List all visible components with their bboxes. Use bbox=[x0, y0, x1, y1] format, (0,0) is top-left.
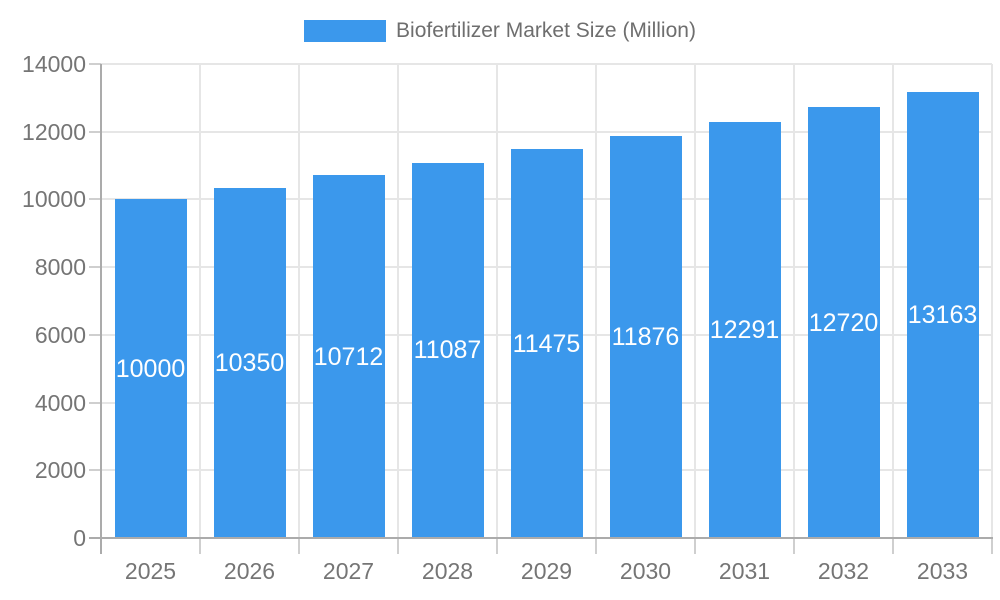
bar-2029[interactable] bbox=[510, 149, 583, 538]
y-axis-tick-label: 2000 bbox=[34, 457, 86, 484]
x-axis-tick bbox=[793, 538, 795, 554]
bar-2032[interactable] bbox=[807, 107, 880, 538]
gridline-vertical bbox=[298, 64, 300, 538]
bar-value-label: 12291 bbox=[709, 315, 780, 344]
legend-swatch-icon bbox=[304, 20, 387, 42]
legend-item[interactable]: Biofertilizer Market Size (Million) bbox=[304, 19, 696, 43]
gridline-vertical bbox=[694, 64, 696, 538]
bar-2031[interactable] bbox=[708, 121, 781, 538]
gridline-vertical bbox=[496, 64, 498, 538]
y-axis-tick-label: 8000 bbox=[34, 254, 86, 281]
bar-2028[interactable] bbox=[411, 162, 484, 538]
bar-value-label: 11876 bbox=[611, 322, 680, 351]
bar-value-label: 13163 bbox=[907, 301, 978, 330]
x-axis-tick bbox=[298, 538, 300, 554]
x-axis-tick-label: 2029 bbox=[520, 558, 573, 584]
bar-2025[interactable] bbox=[114, 199, 187, 538]
x-axis-tick-label: 2028 bbox=[421, 558, 474, 584]
gridline-horizontal bbox=[101, 63, 992, 65]
bar-value-label: 11087 bbox=[413, 336, 482, 365]
y-axis-tick bbox=[89, 198, 101, 201]
x-axis-tick bbox=[496, 538, 498, 554]
bar-value-label: 10000 bbox=[115, 354, 186, 383]
gridline-vertical bbox=[892, 64, 894, 538]
x-axis-tick-label: 2033 bbox=[916, 558, 969, 584]
gridline-vertical bbox=[397, 64, 399, 538]
gridline-horizontal bbox=[101, 130, 992, 133]
bar-2026[interactable] bbox=[213, 187, 286, 538]
y-axis-tick bbox=[89, 63, 101, 65]
bar-value-label: 12720 bbox=[808, 308, 879, 337]
y-axis-tick bbox=[89, 469, 101, 472]
gridline-vertical bbox=[793, 64, 795, 538]
x-axis-tick bbox=[892, 538, 894, 554]
x-axis-tick-label: 2030 bbox=[619, 558, 672, 584]
y-axis-tick-label: 4000 bbox=[34, 389, 86, 416]
bar-value-label: 11475 bbox=[512, 329, 581, 358]
bar-2030[interactable] bbox=[609, 135, 682, 538]
x-axis-tick-label: 2031 bbox=[718, 558, 771, 584]
y-axis-tick-label: 0 bbox=[73, 525, 86, 551]
bar-value-label: 10350 bbox=[214, 348, 285, 377]
bar-2033[interactable] bbox=[906, 92, 979, 538]
y-axis-tick-label: 10000 bbox=[22, 186, 86, 213]
x-axis-tick-label: 2026 bbox=[223, 558, 276, 584]
y-axis-line bbox=[100, 64, 102, 554]
x-axis-baseline bbox=[100, 537, 993, 539]
x-axis-tick-label: 2025 bbox=[124, 558, 177, 584]
gridline-vertical bbox=[991, 64, 993, 538]
x-axis-tick bbox=[199, 538, 201, 554]
y-axis-tick-label: 6000 bbox=[34, 321, 86, 348]
x-axis-tick-label: 2032 bbox=[817, 558, 870, 584]
x-axis-tick bbox=[397, 538, 399, 554]
legend-label: Biofertilizer Market Size (Million) bbox=[396, 19, 696, 42]
y-axis-tick bbox=[89, 333, 101, 336]
x-axis-tick bbox=[991, 538, 993, 554]
bar-value-label: 10712 bbox=[313, 342, 384, 371]
y-axis-tick bbox=[89, 266, 101, 269]
bar-2027[interactable] bbox=[312, 175, 385, 538]
x-axis-tick bbox=[694, 538, 696, 554]
y-axis-tick bbox=[89, 537, 101, 539]
gridline-vertical bbox=[595, 64, 597, 538]
legend: Biofertilizer Market Size (Million) bbox=[0, 19, 1000, 43]
y-axis-tick bbox=[89, 401, 101, 404]
y-axis-tick bbox=[89, 130, 101, 133]
x-axis-tick-label: 2027 bbox=[322, 558, 375, 584]
gridline-vertical bbox=[199, 64, 201, 538]
x-axis-tick bbox=[595, 538, 597, 554]
y-axis-tick-label: 12000 bbox=[22, 118, 86, 145]
y-axis-tick-label: 14000 bbox=[22, 51, 86, 77]
